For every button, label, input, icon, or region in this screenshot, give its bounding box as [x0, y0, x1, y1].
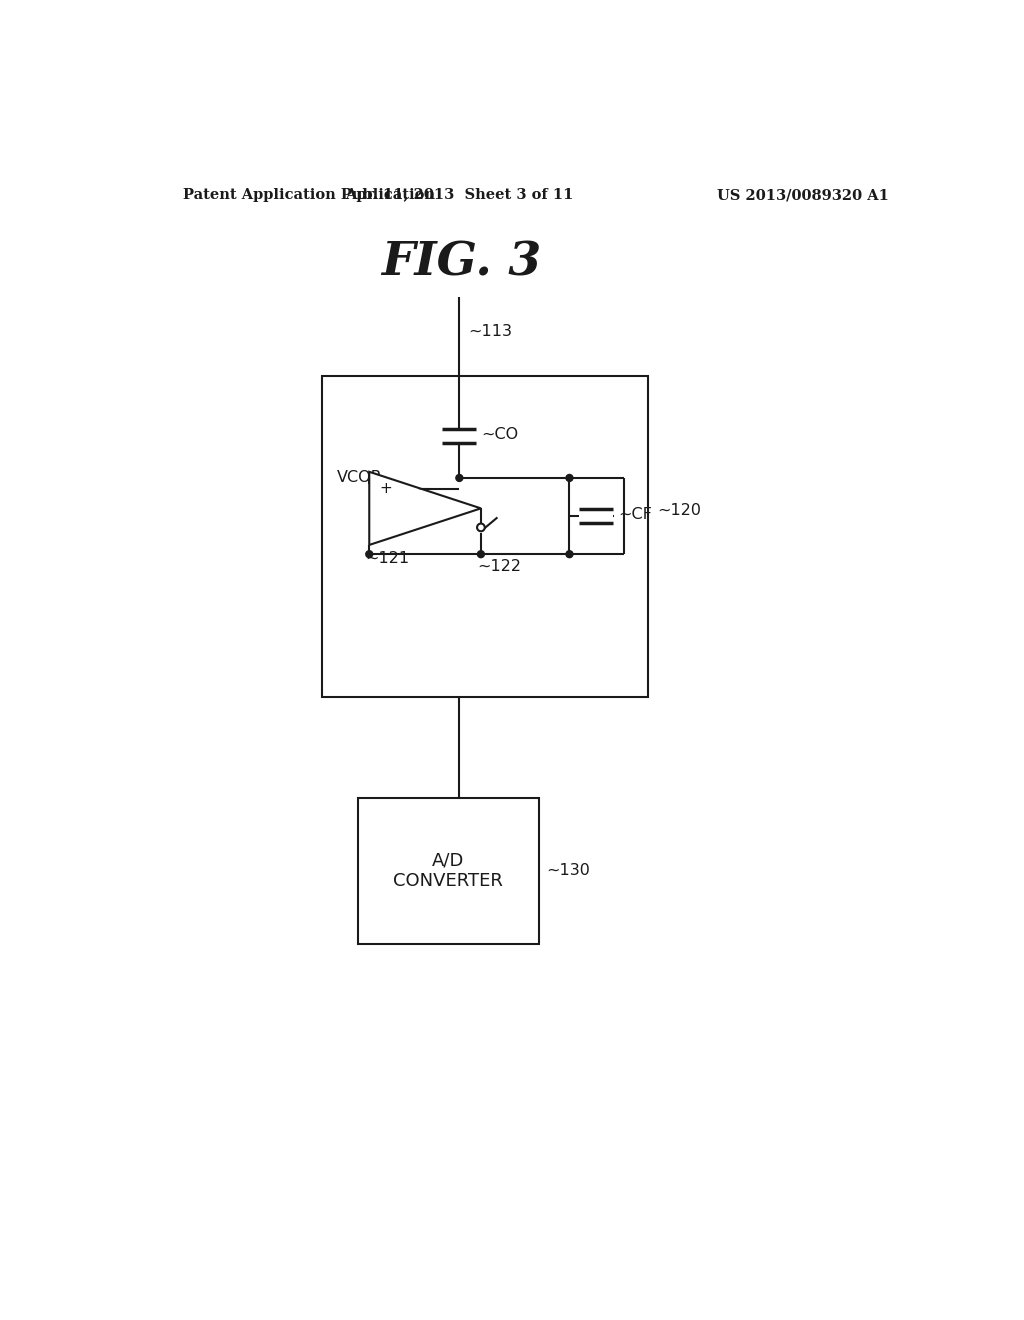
Text: ~121: ~121: [366, 552, 410, 566]
Text: ~CF: ~CF: [617, 507, 652, 521]
Circle shape: [366, 550, 373, 557]
Text: ~130: ~130: [547, 863, 590, 878]
Circle shape: [456, 474, 463, 482]
Text: Patent Application Publication: Patent Application Publication: [183, 189, 435, 202]
Text: VCOR: VCOR: [337, 470, 383, 484]
Text: ~120: ~120: [657, 503, 701, 519]
Bar: [357, 797, 539, 944]
Text: A/D
CONVERTER: A/D CONVERTER: [393, 851, 503, 890]
Text: US 2013/0089320 A1: US 2013/0089320 A1: [717, 189, 889, 202]
Text: +: +: [380, 482, 392, 496]
Text: FIG. 3: FIG. 3: [382, 239, 542, 285]
Text: Apr. 11, 2013  Sheet 3 of 11: Apr. 11, 2013 Sheet 3 of 11: [345, 189, 573, 202]
Circle shape: [477, 524, 484, 531]
Text: ~113: ~113: [469, 325, 513, 339]
Circle shape: [566, 550, 572, 557]
Polygon shape: [370, 471, 481, 545]
Text: ~122: ~122: [477, 558, 521, 574]
Text: ~CO: ~CO: [481, 426, 518, 442]
Bar: [322, 376, 648, 697]
Text: −: −: [416, 479, 430, 498]
Circle shape: [477, 550, 484, 557]
Circle shape: [566, 474, 572, 482]
